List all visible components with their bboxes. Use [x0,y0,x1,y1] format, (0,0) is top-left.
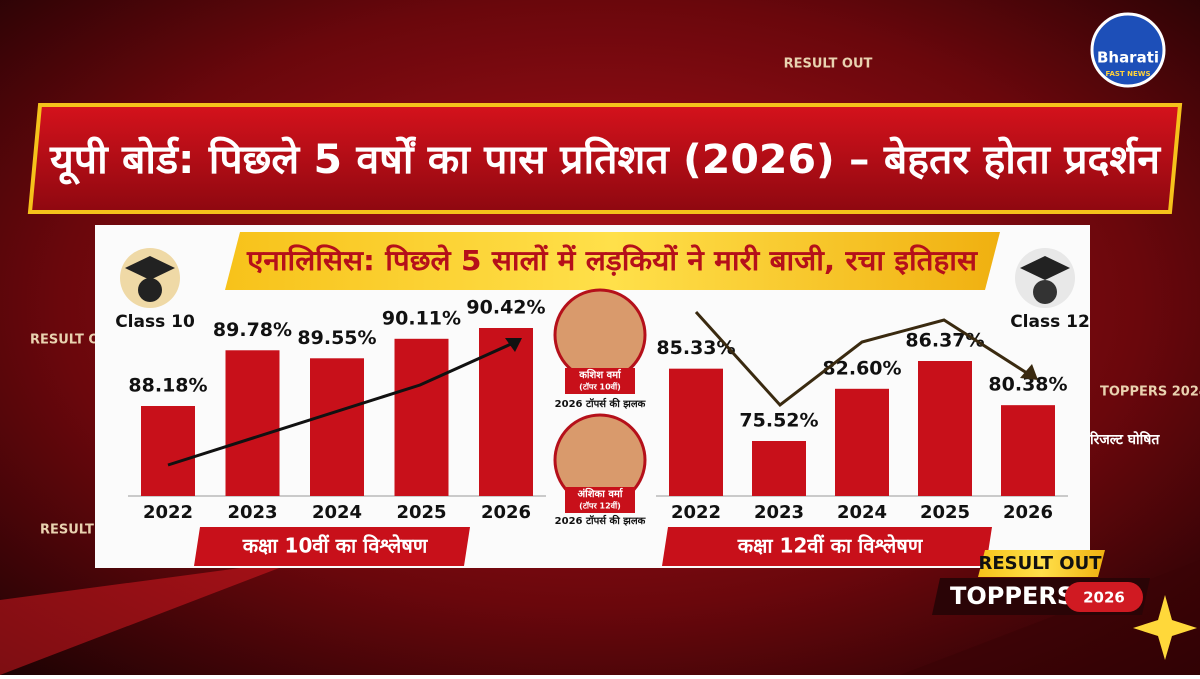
topper-caption: 2026 टॉपर्स की झलक [555,514,647,527]
logo-tagline: FAST NEWS [1105,70,1150,78]
bar [310,358,364,496]
value-label: 90.42% [466,297,545,319]
chart-label: Class 12 [1010,312,1090,332]
x-tick-label: 2023 [754,502,804,523]
caption-banner [194,527,470,566]
topper-role: (टॉपर 10वीं) [579,382,621,392]
headline: यूपी बोर्ड: पिछले 5 वर्षों का पास प्रतिश… [49,136,1162,185]
logo-name: Bharati [1097,49,1159,67]
x-tick-label: 2025 [920,502,970,523]
chart-label: Class 10 [115,312,195,332]
logo: Bharati FAST NEWS [1090,12,1166,88]
class10-icon [120,248,180,308]
bar [225,350,280,496]
topper-caption: 2026 टॉपर्स की झलक [555,397,647,410]
bg-text: TOPPERS 2024 [1100,385,1200,400]
trend-arrowhead [1020,364,1038,380]
topper-1: कशिश वर्मा (टॉपर 10वीं) 2026 टॉपर्स की झ… [553,288,647,410]
value-label: 89.55% [297,327,376,349]
icon [138,278,162,302]
subtitle-banner [225,232,1000,290]
bar [141,406,195,496]
headline-banner [27,103,1183,214]
caption-banner [662,527,992,566]
bar [918,361,972,496]
bar [394,338,449,496]
bar [835,388,889,496]
x-tick-label: 2023 [227,502,277,523]
chart-caption: कक्षा 12वीं का विश्लेषण [737,534,924,558]
value-label: 80.38% [988,374,1067,396]
x-tick-label: 2022 [143,502,193,523]
icon [1033,280,1057,304]
sparkle [1133,595,1197,660]
trend-arrowhead [505,338,522,352]
topper-name: अंशिका वर्मा [578,487,624,500]
bar [669,368,723,496]
topper-name: कशिश वर्मा [578,368,621,381]
x-tick-label: 2022 [671,502,721,523]
x-tick-label: 2024 [837,502,887,523]
topper-2: अंशिका वर्मा (टॉपर 12वीं) 2026 टॉपर्स की… [553,413,647,527]
badge-pill [1065,582,1143,612]
x-tick-label: 2024 [312,502,362,523]
x-tick-label: 2026 [481,502,531,523]
class12-icon [1015,248,1075,308]
value-label: 75.52% [739,410,818,432]
chart-caption: कक्षा 10वीं का विश्लेषण [242,534,429,558]
bg-text: RESULT OUT [784,57,873,72]
topper-tag [565,487,635,513]
icon [125,256,175,280]
value-label: 89.78% [213,319,292,341]
badge-text: TOPPERS [950,582,1074,610]
badge-text: RESULT OUT [979,553,1103,574]
trend-arrow [694,310,1031,408]
bar [752,441,806,496]
value-label: 85.33% [656,337,735,359]
badge-bar [978,550,1105,577]
topper-photo [553,288,647,382]
charts: Class 10 88.18% 2022 89.78% 2023 89.55% 2024 90… [115,297,1090,566]
result-badge: RESULT OUT TOPPERS 2026 [932,550,1197,660]
x-tick-label: 2025 [396,502,446,523]
topper-role: (टॉपर 12वीं) [579,501,621,511]
badge-year: 2026 [1083,589,1125,607]
value-label: 90.11% [382,307,461,329]
trend-arrow [167,338,521,467]
streak [0,560,300,675]
bg-text: रिजल्ट घोषित [1089,431,1160,448]
logo-badge [1090,12,1166,88]
value-label: 86.37% [905,330,984,352]
subtitle: एनालिसिस: पिछले 5 सालों में लड़कियों ने … [246,244,978,277]
x-tick-label: 2026 [1003,502,1053,523]
value-label: 82.60% [822,357,901,379]
value-label: 88.18% [128,375,207,397]
icon [1020,256,1070,280]
topper-tag [565,368,635,394]
bar [1001,405,1055,496]
